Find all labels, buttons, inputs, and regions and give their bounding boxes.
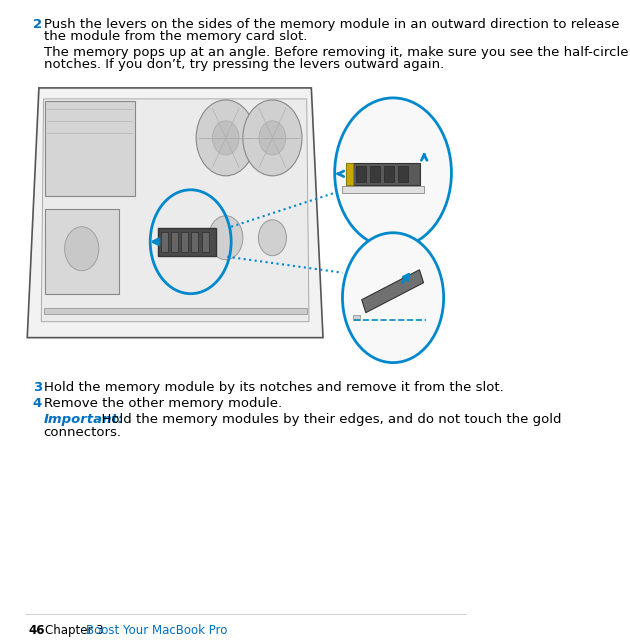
Bar (158, 228, 216, 256)
Text: Hold the memory modules by their edges, and do not touch the gold: Hold the memory modules by their edges, … (93, 413, 561, 426)
Text: Hold the memory module by its notches and remove it from the slot.: Hold the memory module by its notches an… (43, 381, 503, 394)
Bar (192, 232, 198, 252)
Bar (353, 315, 360, 320)
Polygon shape (41, 99, 309, 322)
Bar (398, 166, 408, 182)
Polygon shape (27, 88, 323, 338)
Circle shape (259, 121, 286, 155)
Bar (343, 186, 424, 193)
Bar (356, 166, 366, 182)
Text: notches. If you don’t, try pressing the levers outward again.: notches. If you don’t, try pressing the … (43, 58, 444, 71)
Circle shape (335, 98, 452, 247)
Bar (171, 232, 178, 252)
Bar (370, 166, 380, 182)
Text: 2: 2 (33, 18, 42, 31)
Bar (346, 163, 420, 185)
Circle shape (212, 121, 239, 155)
Text: the module from the memory card slot.: the module from the memory card slot. (43, 30, 307, 43)
Bar (43, 308, 307, 313)
Text: Remove the other memory module.: Remove the other memory module. (43, 397, 282, 410)
Polygon shape (362, 270, 423, 313)
Bar (45, 209, 119, 294)
Text: Important:: Important: (43, 413, 123, 426)
Bar (45, 101, 135, 196)
Bar (181, 232, 188, 252)
Circle shape (209, 216, 243, 260)
Circle shape (258, 220, 287, 256)
Text: Push the levers on the sides of the memory module in an outward direction to rel: Push the levers on the sides of the memo… (43, 18, 619, 31)
Text: 46: 46 (28, 624, 45, 637)
Text: The memory pops up at an angle. Before removing it, make sure you see the half-c: The memory pops up at an angle. Before r… (43, 46, 628, 59)
Circle shape (343, 233, 444, 363)
Text: 3: 3 (33, 381, 42, 394)
Bar (161, 232, 168, 252)
Circle shape (65, 227, 99, 271)
Text: Boost Your MacBook Pro: Boost Your MacBook Pro (86, 624, 227, 637)
Circle shape (243, 100, 302, 176)
Bar (202, 232, 209, 252)
Bar (346, 163, 353, 185)
Circle shape (196, 100, 255, 176)
Text: 4: 4 (33, 397, 42, 410)
Text: connectors.: connectors. (43, 426, 122, 438)
Bar (384, 166, 394, 182)
Text: Chapter 3: Chapter 3 (45, 624, 104, 637)
